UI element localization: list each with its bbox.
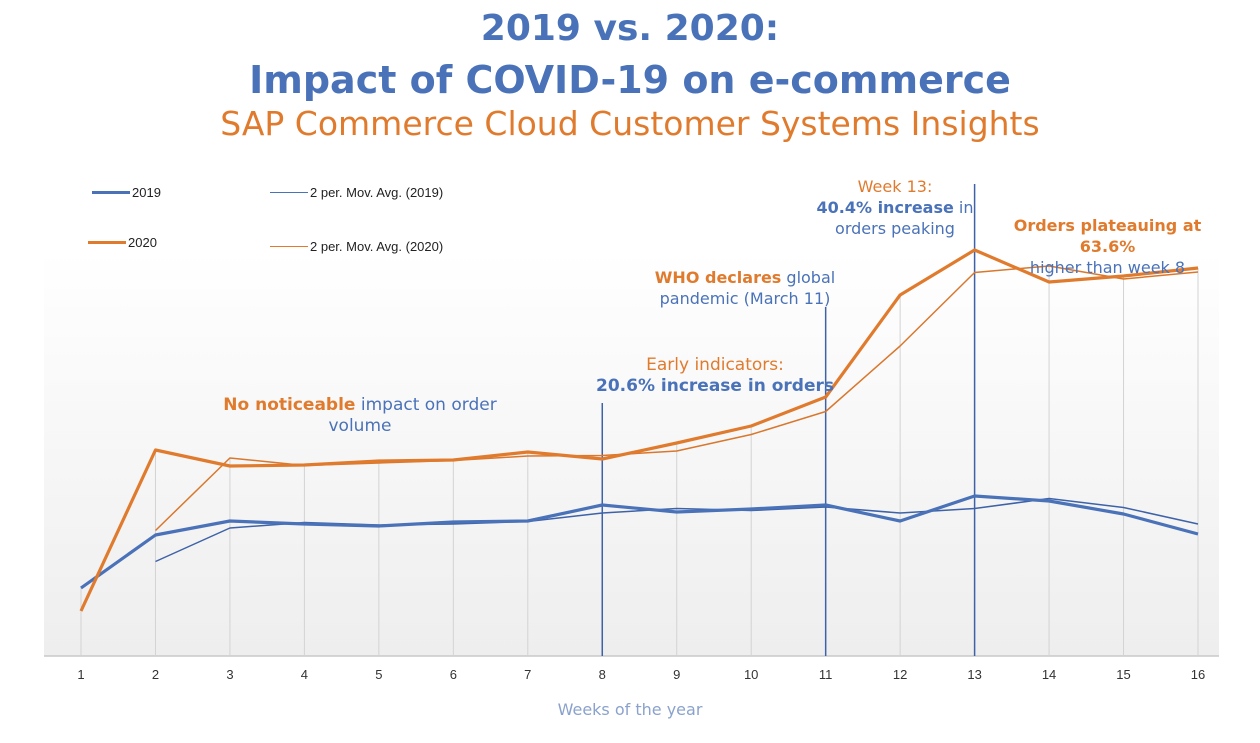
legend-label: 2 per. Mov. Avg. (2020) — [310, 239, 444, 254]
x-tick-label: 6 — [450, 667, 457, 682]
annotation-who: WHO declares global pandemic (March 11) — [640, 267, 850, 309]
annotation-text: in — [953, 198, 974, 217]
annotation-line: pandemic (March 11) — [659, 289, 831, 308]
legend-label: 2019 — [132, 185, 161, 200]
chart-subtitle: SAP Commerce Cloud Customer Systems Insi… — [220, 104, 1040, 143]
annotation-bold: 40.4% increase — [816, 198, 954, 217]
x-tick-label: 16 — [1191, 667, 1205, 682]
legend-item-2020: 2020 — [88, 235, 157, 250]
legend-item-ma-2020: 2 per. Mov. Avg. (2020) — [270, 239, 443, 254]
x-tick-label: 9 — [673, 667, 680, 682]
x-tick-label: 12 — [893, 667, 907, 682]
legend-swatch — [92, 191, 130, 194]
annotation-line: orders peaking — [835, 219, 955, 238]
x-tick-label: 5 — [375, 667, 382, 682]
x-tick-label: 14 — [1042, 667, 1056, 682]
chart-title-line1: 2019 vs. 2020: — [480, 8, 780, 49]
x-tick-label: 11 — [819, 667, 833, 682]
annotation-early-indicators: Early indicators: 20.6% increase in orde… — [590, 355, 840, 397]
x-tick-label: 4 — [301, 667, 308, 682]
annotation-line: higher than week 8 — [1029, 258, 1186, 277]
annotation-bold: WHO declares — [654, 268, 782, 287]
x-tick-label: 3 — [226, 667, 233, 682]
x-tick-label: 1 — [77, 667, 84, 682]
annotation-no-impact: No noticeable impact on order volume — [190, 395, 530, 437]
x-tick-label: 8 — [599, 667, 606, 682]
series-line-2019 — [80, 494, 1199, 590]
legend-swatch — [270, 246, 308, 247]
legend-item-2019: 2019 — [92, 185, 161, 200]
annotation-week13: Week 13: 40.4% increase in orders peakin… — [815, 176, 975, 239]
annotation-line: Week 13: — [857, 177, 933, 196]
legend-label: 2 per. Mov. Avg. (2019) — [310, 185, 444, 200]
x-tick-label: 13 — [967, 667, 981, 682]
annotation-line: Orders plateauing at 63.6% — [1013, 216, 1202, 256]
series-line-2020 — [79, 248, 1199, 612]
annotation-plateau: Orders plateauing at 63.6% higher than w… — [985, 215, 1230, 278]
legend-swatch — [270, 192, 308, 193]
x-tick-label: 15 — [1116, 667, 1130, 682]
legend-item-ma-2019: 2 per. Mov. Avg. (2019) — [270, 185, 443, 200]
x-tick-label: 7 — [524, 667, 531, 682]
x-tick-label: 10 — [744, 667, 758, 682]
annotation-bold: No noticeable — [223, 395, 356, 415]
x-tick-label: 2 — [152, 667, 159, 682]
annotation-text: impact on order volume — [328, 395, 497, 436]
x-axis-label: Weeks of the year — [557, 700, 703, 719]
annotation-line: 20.6% increase in orders — [596, 376, 834, 396]
annotation-line: Early indicators: — [646, 355, 784, 375]
legend-swatch — [88, 241, 126, 244]
legend-label: 2020 — [128, 235, 157, 250]
chart-title-line2: Impact of COVID-19 on e-commerce — [249, 58, 1011, 102]
annotation-text: global — [781, 268, 836, 287]
